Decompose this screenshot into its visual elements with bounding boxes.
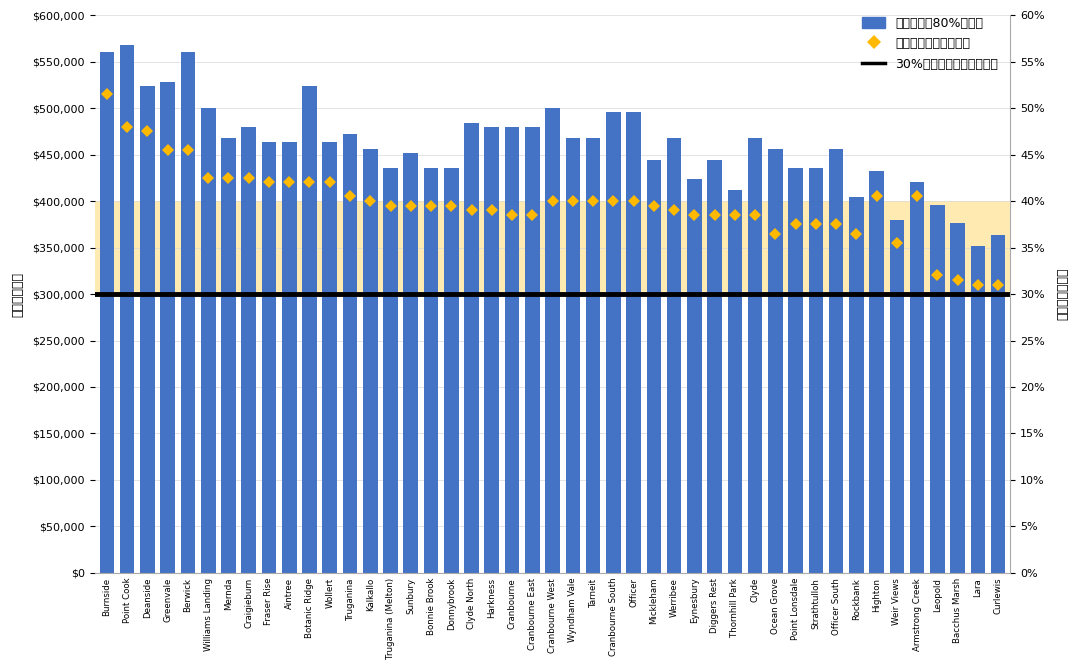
Bar xyxy=(809,168,823,573)
Bar xyxy=(95,201,1010,294)
Bar xyxy=(464,123,478,573)
Bar xyxy=(242,127,256,573)
Bar xyxy=(323,141,337,573)
Bar xyxy=(221,138,235,573)
Bar xyxy=(302,86,316,573)
Bar xyxy=(869,172,883,573)
Bar xyxy=(525,127,540,573)
Bar xyxy=(140,86,154,573)
Bar xyxy=(342,134,357,573)
Bar xyxy=(647,160,661,573)
Bar xyxy=(950,223,964,573)
Bar xyxy=(423,168,438,573)
Bar xyxy=(747,138,762,573)
Bar xyxy=(566,138,580,573)
Bar xyxy=(545,108,559,573)
Bar xyxy=(990,234,1005,573)
Bar xyxy=(120,45,135,573)
Bar xyxy=(890,220,904,573)
Bar xyxy=(383,168,397,573)
Legend: 本金金额（80%贷款）, 还贷金额占收入百分比, 30%的收入用于还贷基准线: 本金金额（80%贷款）, 还贷金额占收入百分比, 30%的收入用于还贷基准线 xyxy=(856,10,1004,77)
Bar xyxy=(585,138,600,573)
Bar xyxy=(788,168,802,573)
Bar xyxy=(768,149,783,573)
Bar xyxy=(261,141,276,573)
Bar xyxy=(930,205,945,573)
Bar xyxy=(707,160,721,573)
Bar xyxy=(201,108,216,573)
Bar xyxy=(363,149,378,573)
Bar xyxy=(99,52,114,573)
Bar xyxy=(404,153,418,573)
Bar xyxy=(444,168,459,573)
Bar xyxy=(666,138,681,573)
Bar xyxy=(909,182,924,573)
Bar xyxy=(180,52,195,573)
Bar xyxy=(626,112,640,573)
Bar xyxy=(687,179,702,573)
Bar xyxy=(828,149,843,573)
Bar xyxy=(971,246,985,573)
Bar xyxy=(849,198,864,573)
Bar xyxy=(485,127,499,573)
Bar xyxy=(161,82,175,573)
Bar xyxy=(728,190,742,573)
Bar xyxy=(282,141,297,573)
Y-axis label: 贷款占收入比例: 贷款占收入比例 xyxy=(1056,268,1069,320)
Y-axis label: 本金贷款金额: 本金贷款金额 xyxy=(11,271,24,316)
Bar xyxy=(504,127,519,573)
Bar xyxy=(606,112,621,573)
